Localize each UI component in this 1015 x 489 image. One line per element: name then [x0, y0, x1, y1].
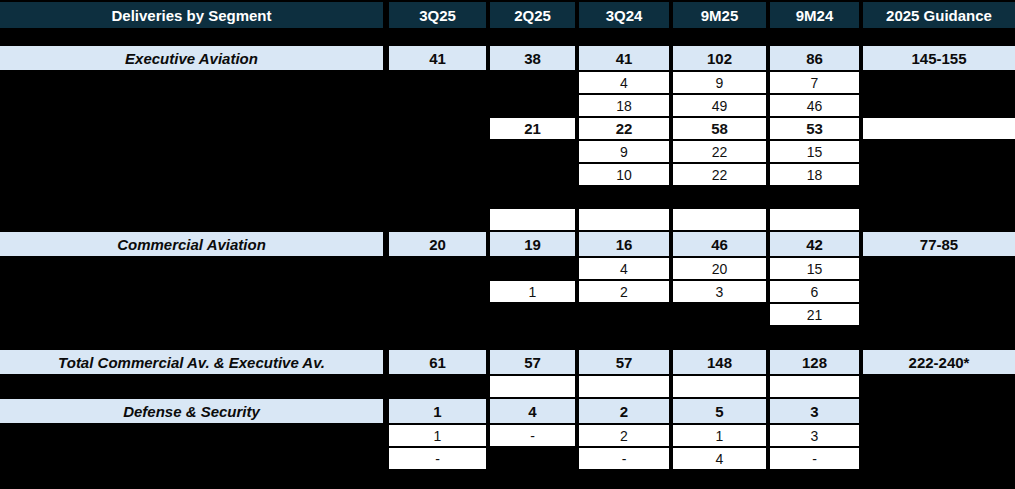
value-cell: 222-240* — [863, 350, 1015, 374]
segment-label: Total Commercial Av. & Executive Av. — [0, 350, 383, 374]
header-cell: 3Q25 — [389, 2, 486, 28]
value-cell: 46 — [673, 232, 766, 256]
value-cell: 57 — [490, 350, 575, 374]
value-cell: 18 — [579, 95, 669, 116]
value-cell: 49 — [673, 95, 766, 116]
empty-cell — [770, 376, 859, 397]
empty-cell — [579, 209, 669, 230]
segment-row-executive-aviation: Executive Aviation41384110286145-155 — [0, 46, 1015, 70]
segment-label: Defense & Security — [0, 399, 383, 423]
spacer-row — [0, 209, 1015, 230]
value-cell: 1 — [673, 425, 766, 446]
value-cell: 16 — [579, 232, 669, 256]
value-cell: 61 — [389, 350, 486, 374]
sub-row: 102218 — [0, 164, 1015, 185]
empty-cell — [490, 376, 575, 397]
value-cell: 1 — [490, 281, 575, 302]
value-cell: 7 — [770, 72, 859, 93]
value-cell: - — [389, 448, 486, 469]
value-cell: 1 — [389, 399, 486, 423]
sub-row: 42015 — [0, 258, 1015, 279]
value-cell: 4 — [490, 399, 575, 423]
value-cell: 57 — [579, 350, 669, 374]
value-cell: 145-155 — [863, 46, 1015, 70]
value-cell: 58 — [673, 118, 766, 139]
value-cell: 15 — [770, 141, 859, 162]
sub-row: 21 — [0, 304, 1015, 325]
sub-row: 1-213 — [0, 425, 1015, 446]
value-cell: 10 — [579, 164, 669, 185]
value-cell: 128 — [770, 350, 859, 374]
empty-cell — [673, 376, 766, 397]
value-cell: 41 — [579, 46, 669, 70]
value-cell: 20 — [673, 258, 766, 279]
segment-label: Commercial Aviation — [0, 232, 383, 256]
value-cell: 148 — [673, 350, 766, 374]
value-cell: 4 — [673, 448, 766, 469]
empty-cell — [490, 209, 575, 230]
value-cell: 3 — [770, 425, 859, 446]
value-cell: 15 — [770, 258, 859, 279]
value-cell: 9 — [673, 72, 766, 93]
value-cell: 4 — [579, 72, 669, 93]
value-cell: 38 — [490, 46, 575, 70]
value-cell: 4 — [579, 258, 669, 279]
value-cell: - — [579, 448, 669, 469]
header-cell: Deliveries by Segment — [0, 2, 383, 28]
sub-row: 92215 — [0, 141, 1015, 162]
value-cell: 22 — [673, 141, 766, 162]
header-cell: 9M24 — [770, 2, 859, 28]
value-cell: 22 — [673, 164, 766, 185]
value-cell: 6 — [770, 281, 859, 302]
value-cell: 1 — [389, 425, 486, 446]
value-cell: 21 — [770, 304, 859, 325]
value-cell: - — [770, 448, 859, 469]
segment-label: Executive Aviation — [0, 46, 383, 70]
value-cell: 9 — [579, 141, 669, 162]
value-cell: 21 — [490, 118, 575, 139]
segment-row-defense-security: Defense & Security14253 — [0, 399, 1015, 423]
sub-row: 184946 — [0, 95, 1015, 116]
header-cell: 2Q25 — [490, 2, 575, 28]
value-cell: 22 — [579, 118, 669, 139]
value-cell: 18 — [770, 164, 859, 185]
header-row: Deliveries by Segment3Q252Q253Q249M259M2… — [0, 2, 1015, 28]
value-cell: 20 — [389, 232, 486, 256]
value-cell: 2 — [579, 425, 669, 446]
value-cell: 41 — [389, 46, 486, 70]
value-cell: 42 — [770, 232, 859, 256]
value-cell: 46 — [770, 95, 859, 116]
segment-row-commercial-aviation: Commercial Aviation201916464277-85 — [0, 232, 1015, 256]
value-cell: 5 — [673, 399, 766, 423]
value-cell: 77-85 — [863, 232, 1015, 256]
value-cell: 2 — [579, 281, 669, 302]
empty-cell — [579, 376, 669, 397]
value-cell: 3 — [673, 281, 766, 302]
segment-row-total: Total Commercial Av. & Executive Av.6157… — [0, 350, 1015, 374]
sub-row: 1236 — [0, 281, 1015, 302]
deliveries-by-segment-table: Deliveries by Segment3Q252Q253Q249M259M2… — [0, 0, 1015, 489]
value-cell: - — [490, 425, 575, 446]
sub-row-bold: 21225853 — [0, 118, 1015, 139]
value-cell: 102 — [673, 46, 766, 70]
value-cell: 3 — [770, 399, 859, 423]
spacer-row — [0, 376, 1015, 397]
empty-cell — [673, 209, 766, 230]
empty-cell — [770, 209, 859, 230]
value-cell: 86 — [770, 46, 859, 70]
sub-row: --4- — [0, 448, 1015, 469]
empty-cell — [863, 118, 1015, 139]
value-cell: 2 — [579, 399, 669, 423]
header-cell: 2025 Guidance — [863, 2, 1015, 28]
header-cell: 3Q24 — [579, 2, 669, 28]
value-cell: 53 — [770, 118, 859, 139]
value-cell: 19 — [490, 232, 575, 256]
sub-row: 497 — [0, 72, 1015, 93]
header-cell: 9M25 — [673, 2, 766, 28]
